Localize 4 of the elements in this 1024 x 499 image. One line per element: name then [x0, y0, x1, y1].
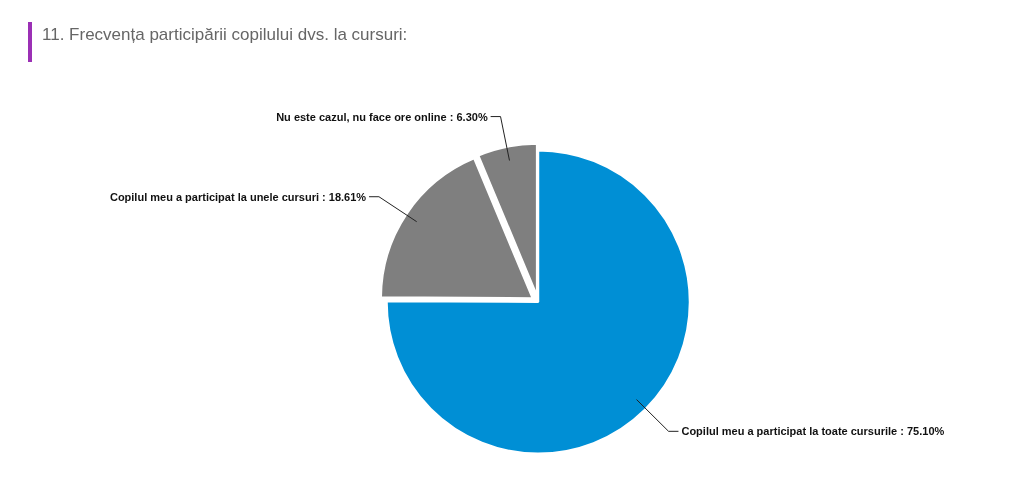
slice-label: Nu este cazul, nu face ore online : 6.30% [276, 110, 488, 123]
slice-label: Copilul meu a participat la toate cursurile : 75.10% [681, 425, 945, 438]
slice-label: Copilul meu a participat la unele cursuri : 18.61% [109, 190, 367, 203]
chart-title: 11. Frecvența participării copilului dvs. la cursuri: [42, 24, 408, 46]
